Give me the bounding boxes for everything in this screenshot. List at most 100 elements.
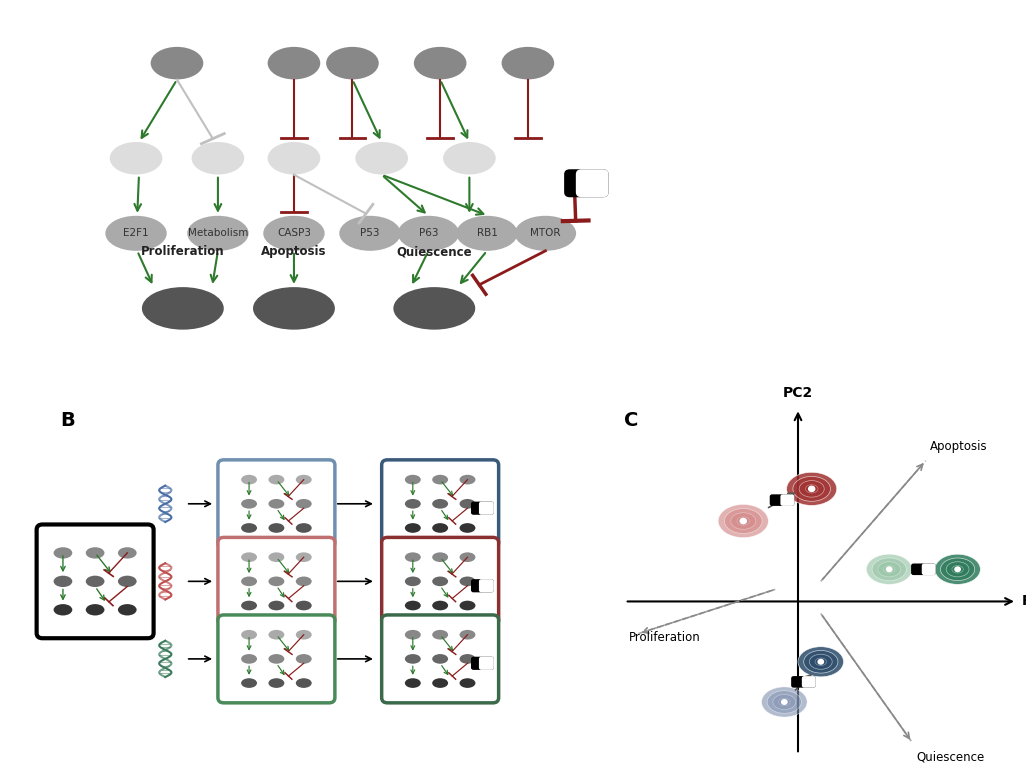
Ellipse shape: [737, 517, 750, 525]
Ellipse shape: [773, 695, 796, 709]
Ellipse shape: [798, 647, 843, 677]
Ellipse shape: [457, 216, 518, 251]
Ellipse shape: [724, 509, 762, 534]
Ellipse shape: [86, 576, 105, 587]
FancyBboxPatch shape: [37, 524, 154, 638]
Ellipse shape: [460, 630, 475, 640]
Ellipse shape: [952, 565, 963, 573]
Ellipse shape: [810, 654, 832, 669]
Ellipse shape: [432, 654, 448, 664]
Ellipse shape: [515, 216, 577, 251]
Circle shape: [781, 699, 788, 705]
Text: RB1: RB1: [476, 229, 498, 238]
FancyBboxPatch shape: [781, 494, 794, 506]
Text: Proliferation: Proliferation: [141, 246, 225, 259]
Ellipse shape: [118, 604, 136, 615]
Ellipse shape: [460, 552, 475, 562]
FancyBboxPatch shape: [479, 579, 494, 592]
FancyBboxPatch shape: [218, 537, 334, 625]
FancyBboxPatch shape: [471, 579, 494, 592]
Text: Apoptosis: Apoptosis: [931, 440, 988, 453]
FancyBboxPatch shape: [802, 676, 816, 688]
Ellipse shape: [295, 577, 312, 586]
Ellipse shape: [269, 630, 284, 640]
Ellipse shape: [192, 142, 244, 175]
Ellipse shape: [53, 576, 72, 587]
Ellipse shape: [110, 142, 162, 175]
Ellipse shape: [432, 475, 448, 484]
Ellipse shape: [241, 499, 258, 509]
Ellipse shape: [86, 547, 105, 558]
Text: MTOR: MTOR: [530, 229, 560, 238]
Ellipse shape: [269, 523, 284, 533]
FancyBboxPatch shape: [382, 615, 499, 703]
FancyBboxPatch shape: [382, 460, 499, 547]
Ellipse shape: [432, 601, 448, 611]
Text: P63: P63: [419, 229, 438, 238]
Text: Quiescence: Quiescence: [916, 750, 985, 763]
Circle shape: [954, 566, 961, 572]
Ellipse shape: [405, 601, 421, 611]
Ellipse shape: [460, 654, 475, 664]
Ellipse shape: [443, 142, 496, 175]
Ellipse shape: [241, 523, 258, 533]
Ellipse shape: [460, 678, 475, 688]
Ellipse shape: [779, 698, 790, 706]
Ellipse shape: [718, 504, 768, 537]
Text: CASP3: CASP3: [277, 229, 311, 238]
FancyBboxPatch shape: [911, 564, 936, 575]
Ellipse shape: [413, 47, 467, 79]
Ellipse shape: [142, 287, 224, 330]
Ellipse shape: [118, 547, 136, 558]
Ellipse shape: [187, 216, 248, 251]
Ellipse shape: [761, 687, 807, 717]
Ellipse shape: [151, 47, 203, 79]
Ellipse shape: [86, 604, 105, 615]
Ellipse shape: [269, 499, 284, 509]
Ellipse shape: [460, 499, 475, 509]
FancyBboxPatch shape: [770, 494, 794, 506]
Ellipse shape: [269, 552, 284, 562]
Ellipse shape: [241, 630, 258, 640]
Circle shape: [885, 566, 893, 572]
Ellipse shape: [432, 678, 448, 688]
Ellipse shape: [269, 678, 284, 688]
Ellipse shape: [326, 47, 379, 79]
Ellipse shape: [269, 601, 284, 611]
Ellipse shape: [295, 630, 312, 640]
Text: E2F1: E2F1: [123, 229, 149, 238]
Ellipse shape: [460, 523, 475, 533]
Ellipse shape: [432, 630, 448, 640]
Ellipse shape: [767, 691, 801, 713]
Ellipse shape: [241, 654, 258, 664]
Circle shape: [740, 517, 747, 524]
Ellipse shape: [405, 678, 421, 688]
Ellipse shape: [340, 216, 401, 251]
Ellipse shape: [269, 654, 284, 664]
Text: Apoptosis: Apoptosis: [262, 246, 326, 259]
FancyBboxPatch shape: [564, 169, 608, 197]
Ellipse shape: [269, 475, 284, 484]
FancyBboxPatch shape: [479, 657, 494, 670]
Circle shape: [818, 659, 824, 665]
Text: PC2: PC2: [783, 387, 814, 400]
Ellipse shape: [941, 558, 975, 581]
Text: Proliferation: Proliferation: [629, 631, 701, 644]
Ellipse shape: [405, 475, 421, 484]
FancyBboxPatch shape: [791, 676, 816, 688]
Ellipse shape: [878, 562, 901, 577]
FancyBboxPatch shape: [471, 501, 494, 515]
Ellipse shape: [502, 47, 554, 79]
Ellipse shape: [432, 499, 448, 509]
Ellipse shape: [253, 287, 334, 330]
Ellipse shape: [398, 216, 460, 251]
Ellipse shape: [355, 142, 408, 175]
Ellipse shape: [295, 523, 312, 533]
Ellipse shape: [793, 477, 830, 501]
Ellipse shape: [295, 678, 312, 688]
Ellipse shape: [405, 523, 421, 533]
Ellipse shape: [241, 601, 258, 611]
Ellipse shape: [405, 499, 421, 509]
FancyBboxPatch shape: [218, 460, 334, 547]
Ellipse shape: [118, 576, 136, 587]
